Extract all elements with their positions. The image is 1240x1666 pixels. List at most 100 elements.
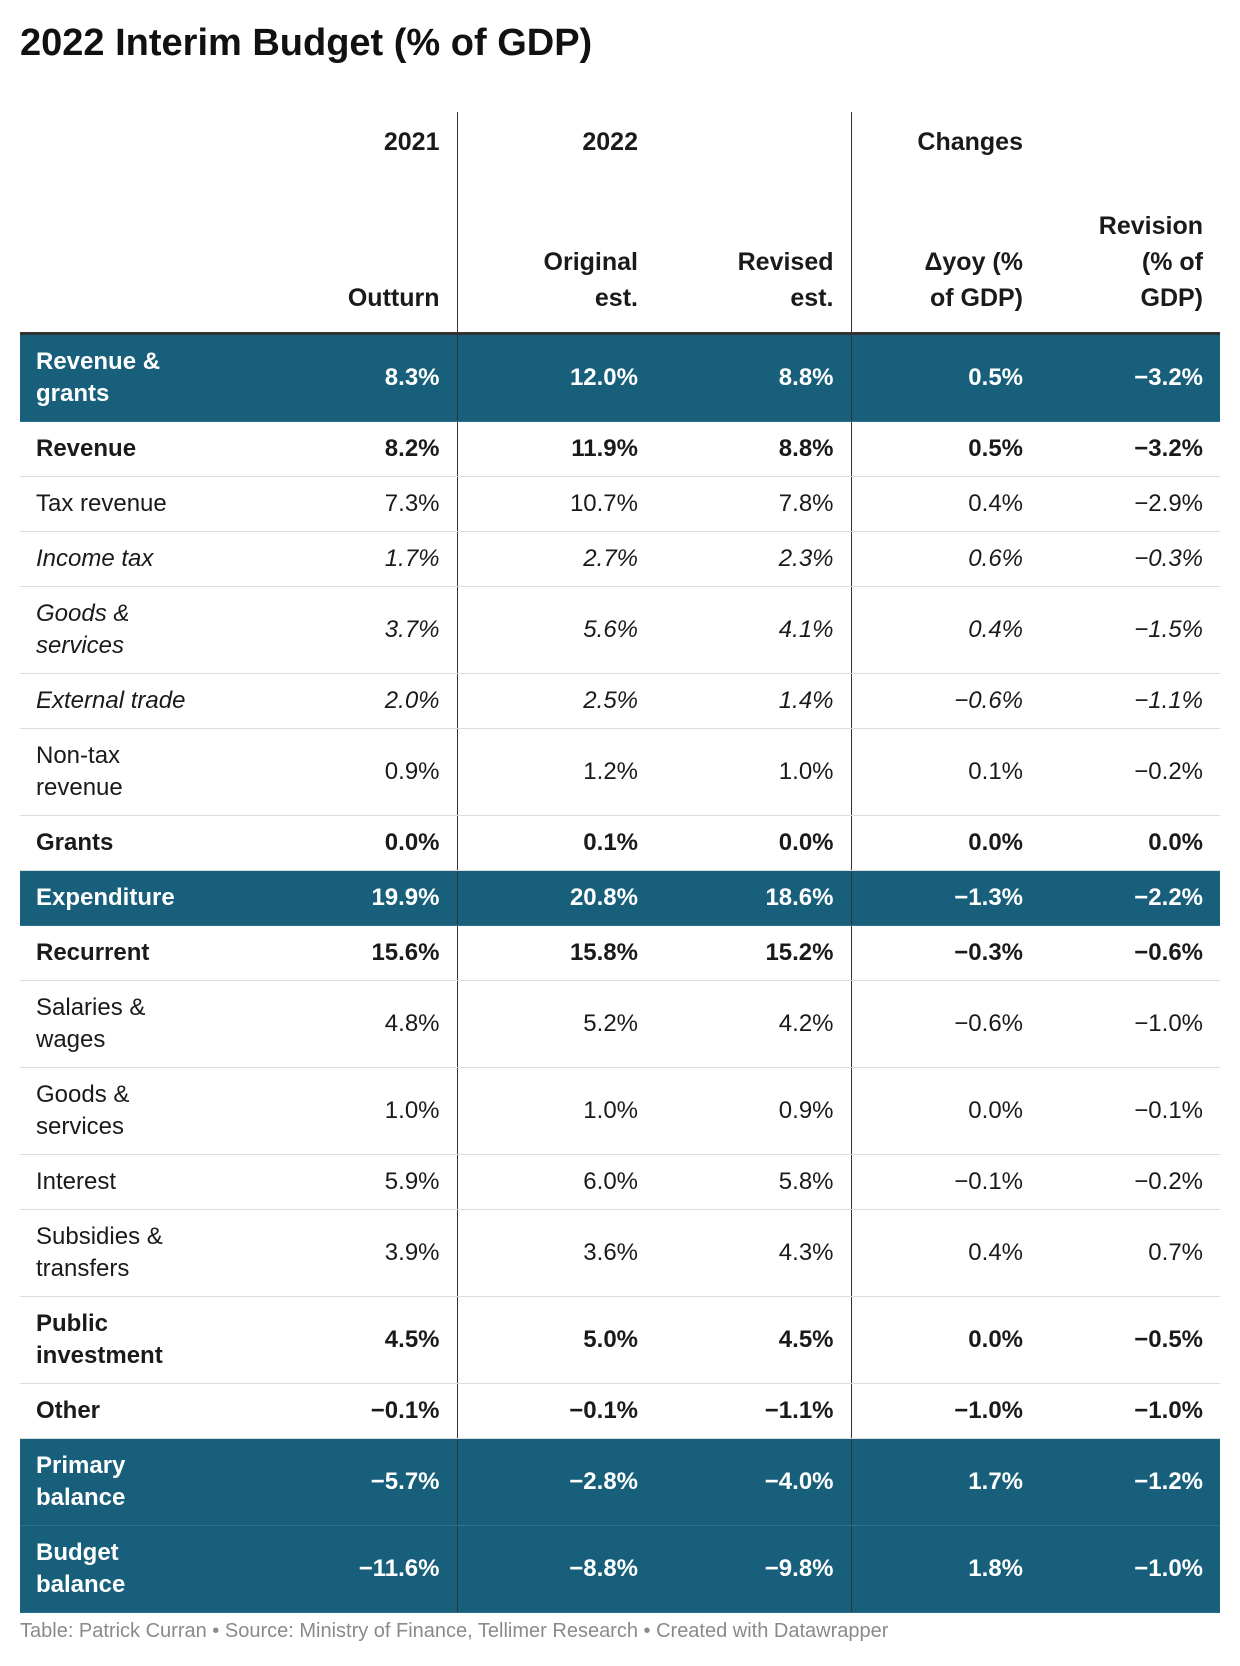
value-cell: 4.8% bbox=[275, 980, 458, 1068]
value-cell: 1.0% bbox=[275, 1067, 458, 1155]
title: 2022 Interim Budget (% of GDP) bbox=[20, 22, 593, 64]
column-header-text: Δyoy (% of GDP) bbox=[924, 248, 1023, 312]
value-cell: −0.2% bbox=[1040, 1154, 1220, 1210]
empty-cell bbox=[20, 172, 275, 335]
value-cell: 4.5% bbox=[655, 1296, 852, 1384]
value-cell: −1.0% bbox=[1040, 1383, 1220, 1439]
row-label: Revenue bbox=[20, 421, 275, 477]
value-cell: 0.0% bbox=[275, 815, 458, 871]
column-header-row: Outturn Original est. Revised est. Δyoy (% … bbox=[20, 172, 1220, 335]
value-cell: 8.8% bbox=[655, 421, 852, 477]
value-cell: 1.0% bbox=[655, 728, 852, 816]
value-cell: −0.6% bbox=[1040, 925, 1220, 981]
row-label: Goods & services bbox=[20, 1067, 275, 1155]
value-cell: 0.1% bbox=[457, 815, 655, 871]
value-cell: 2.3% bbox=[655, 531, 852, 587]
value-cell: −9.8% bbox=[655, 1525, 852, 1613]
value-cell: −2.8% bbox=[457, 1438, 655, 1526]
value-cell: −1.0% bbox=[1040, 1525, 1220, 1613]
value-cell: 2.5% bbox=[457, 673, 655, 729]
column-header-text: Original est. bbox=[543, 248, 638, 312]
row-label: Grants bbox=[20, 815, 275, 871]
row-label-text: Tax revenue bbox=[36, 490, 167, 517]
row-label: Subsidies & transfers bbox=[20, 1209, 275, 1297]
value-cell: 0.4% bbox=[851, 586, 1040, 674]
value-cell: 1.0% bbox=[457, 1067, 655, 1155]
table-row: Tax revenue 7.3% 10.7% 7.8% 0.4% −2.9% bbox=[20, 476, 1220, 532]
value-cell: 0.4% bbox=[851, 1209, 1040, 1297]
value-cell: 3.9% bbox=[275, 1209, 458, 1297]
empty-cell bbox=[20, 112, 275, 172]
row-label-text: Recurrent bbox=[36, 939, 150, 966]
value-cell: −1.0% bbox=[1040, 980, 1220, 1068]
row-label-text: Income tax bbox=[36, 545, 154, 572]
table-row: Revenue 8.2% 11.9% 8.8% 0.5% −3.2% bbox=[20, 421, 1220, 477]
row-label-text: Salaries & wages bbox=[36, 994, 146, 1053]
table-row: Interest 5.9% 6.0% 5.8% −0.1% −0.2% bbox=[20, 1154, 1220, 1210]
row-label: Income tax bbox=[20, 531, 275, 587]
value-cell: 0.0% bbox=[851, 1067, 1040, 1155]
row-label: Revenue & grants bbox=[20, 333, 275, 422]
group-header-row: 2021 2022 Changes bbox=[20, 112, 1220, 172]
column-header-text: Revised est. bbox=[737, 248, 834, 312]
value-cell: 8.8% bbox=[655, 333, 852, 422]
value-cell: 4.5% bbox=[275, 1296, 458, 1384]
value-cell: 1.7% bbox=[851, 1438, 1040, 1526]
value-cell: −0.6% bbox=[851, 980, 1040, 1068]
value-cell: 4.3% bbox=[655, 1209, 852, 1297]
value-cell: 5.6% bbox=[457, 586, 655, 674]
value-cell: 5.2% bbox=[457, 980, 655, 1068]
value-cell: 6.0% bbox=[457, 1154, 655, 1210]
table-row: Recurrent 15.6% 15.8% 15.2% −0.3% −0.6% bbox=[20, 925, 1220, 981]
row-label-text: Interest bbox=[36, 1168, 117, 1195]
value-cell: 0.0% bbox=[655, 815, 852, 871]
value-cell: 0.0% bbox=[851, 815, 1040, 871]
value-cell: 0.7% bbox=[1040, 1209, 1220, 1297]
value-cell: 18.6% bbox=[655, 870, 852, 926]
column-header: Δyoy (% of GDP) bbox=[851, 172, 1040, 335]
table-row: Goods & services 3.7% 5.6% 4.1% 0.4% −1.5% bbox=[20, 586, 1220, 674]
table-row: Income tax 1.7% 2.7% 2.3% 0.6% −0.3% bbox=[20, 531, 1220, 587]
table-row: Budget balance −11.6% −8.8% −9.8% 1.8% −1.0% bbox=[20, 1525, 1220, 1613]
value-cell: 0.1% bbox=[851, 728, 1040, 816]
row-label: Other bbox=[20, 1383, 275, 1439]
budget-table: 2021 2022 Changes Outturn Original est. Revi… bbox=[20, 112, 1220, 1613]
row-label-text: Goods & services bbox=[36, 1081, 130, 1140]
value-cell: −1.1% bbox=[1040, 673, 1220, 729]
value-cell: 7.3% bbox=[275, 476, 458, 532]
value-cell: 3.7% bbox=[275, 586, 458, 674]
value-cell: 1.7% bbox=[275, 531, 458, 587]
value-cell: −0.1% bbox=[851, 1154, 1040, 1210]
value-cell: −11.6% bbox=[275, 1525, 458, 1613]
row-label: Non-tax revenue bbox=[20, 728, 275, 816]
row-label-text: External trade bbox=[36, 687, 186, 714]
table-row: Other −0.1% −0.1% −1.1% −1.0% −1.0% bbox=[20, 1383, 1220, 1439]
row-label-text: Other bbox=[36, 1397, 101, 1424]
value-cell: 20.8% bbox=[457, 870, 655, 926]
row-label-text: Expenditure bbox=[36, 884, 175, 911]
value-cell: 11.9% bbox=[457, 421, 655, 477]
table-row: Expenditure 19.9% 20.8% 18.6% −1.3% −2.2% bbox=[20, 870, 1220, 926]
value-cell: 7.8% bbox=[655, 476, 852, 532]
value-cell: −0.6% bbox=[851, 673, 1040, 729]
row-label-text: Budget balance bbox=[36, 1539, 126, 1598]
row-label: Expenditure bbox=[20, 870, 275, 926]
row-label-text: Revenue bbox=[36, 435, 137, 462]
table-row: Grants 0.0% 0.1% 0.0% 0.0% 0.0% bbox=[20, 815, 1220, 871]
table-row: Non-tax revenue 0.9% 1.2% 1.0% 0.1% −0.2% bbox=[20, 728, 1220, 816]
value-cell: 4.1% bbox=[655, 586, 852, 674]
group-header bbox=[1040, 112, 1220, 172]
value-cell: 3.6% bbox=[457, 1209, 655, 1297]
value-cell: 5.0% bbox=[457, 1296, 655, 1384]
value-cell: −3.2% bbox=[1040, 333, 1220, 422]
row-label-text: Grants bbox=[36, 829, 114, 856]
table-row: External trade 2.0% 2.5% 1.4% −0.6% −1.1% bbox=[20, 673, 1220, 729]
row-label-text: Primary balance bbox=[36, 1452, 126, 1511]
footer: Table: Patrick Curran • Source: Ministry… bbox=[20, 1620, 889, 1642]
value-cell: 0.0% bbox=[1040, 815, 1220, 871]
row-label: Recurrent bbox=[20, 925, 275, 981]
row-label: Interest bbox=[20, 1154, 275, 1210]
value-cell: −0.5% bbox=[1040, 1296, 1220, 1384]
row-label: Salaries & wages bbox=[20, 980, 275, 1068]
